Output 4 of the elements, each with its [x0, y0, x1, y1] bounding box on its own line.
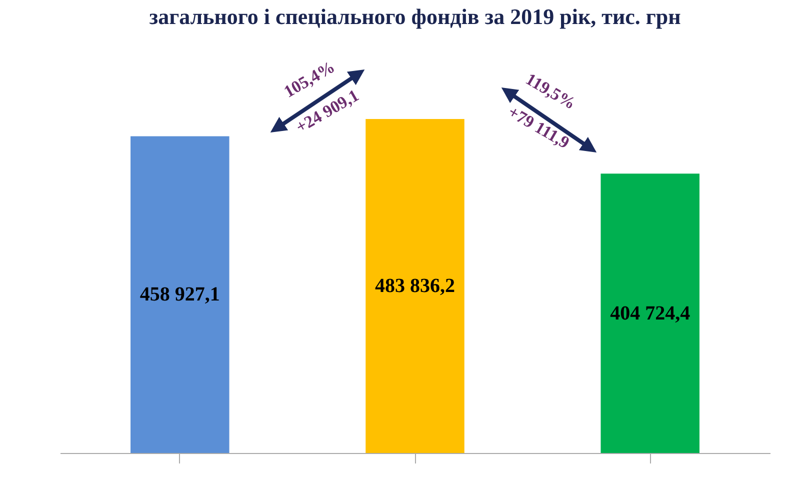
chart-title: загального і спеціального фондів за 2019 рік, тис. грн: [149, 4, 682, 29]
data-label: 483 836,2: [375, 275, 455, 297]
data-label: 458 927,1: [140, 284, 220, 306]
data-label: 404 724,4: [610, 302, 690, 324]
